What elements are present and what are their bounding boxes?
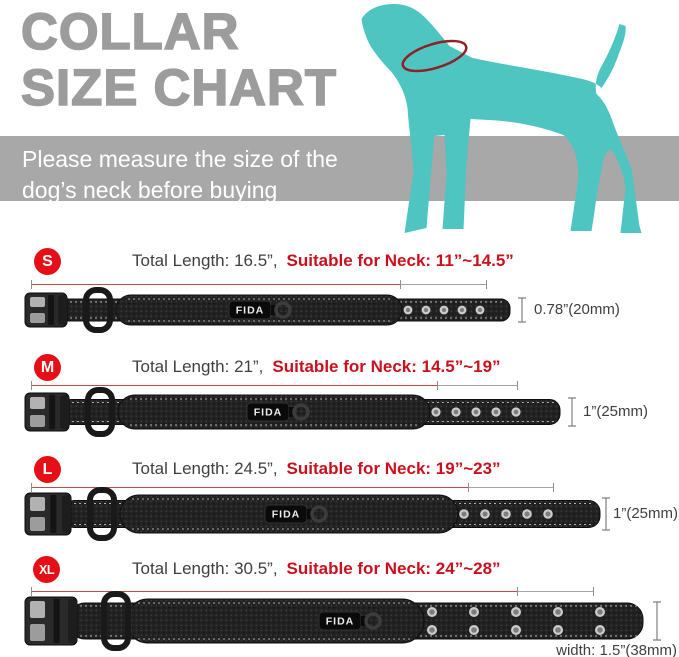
collar-image-m: FIDA: [24, 387, 576, 437]
collar-image-l: FIDA: [24, 487, 610, 541]
buckle: [24, 392, 70, 432]
svg-text:FIDA: FIDA: [236, 305, 265, 317]
dog-body: [361, 4, 642, 233]
title-line2: SIZE CHART: [20, 59, 337, 117]
buckle: [24, 292, 68, 328]
brand-label: FIDA: [246, 402, 310, 422]
collar-image-s: FIDA: [24, 287, 526, 333]
banner-line2: dog’s neck before buying: [22, 177, 278, 203]
row-text-s: Total Length: 16.5”, Suitable for Neck: 1…: [132, 251, 514, 273]
neck-range-m: Suitable for Neck: 14.5”~19”: [272, 357, 501, 376]
row-text-m: Total Length: 21”, Suitable for Neck: 14.…: [132, 357, 501, 379]
collar-image-xl: FIDA: [24, 591, 661, 651]
neck-range-l: Suitable for Neck: 19”~23”: [286, 459, 501, 478]
keeper-loop: [87, 487, 117, 541]
adjustment-holes: [427, 607, 605, 635]
adjustment-holes: [459, 509, 553, 519]
svg-text:FIDA: FIDA: [254, 407, 283, 419]
width-label-s: 0.78”(20mm): [534, 301, 620, 318]
row-text-l: Total Length: 24.5”, Suitable for Neck: 1…: [132, 459, 501, 481]
page-title: COLLAR SIZE CHART: [20, 3, 337, 117]
brand-label: FIDA: [264, 504, 328, 524]
neck-range-s: Suitable for Neck: 11”~14.5”: [286, 251, 514, 270]
banner-line1: Please measure the size of the: [22, 146, 338, 172]
svg-text:FIDA: FIDA: [326, 616, 355, 628]
size-badge-xl: XL: [33, 556, 60, 583]
row-text-xl: Total Length: 30.5”, Suitable for Neck: 2…: [132, 559, 501, 581]
size-badge-s: S: [34, 248, 61, 275]
dog-silhouette: [361, 4, 642, 233]
adjustment-holes: [403, 305, 485, 315]
total-length-m: Total Length: 21”,: [132, 357, 264, 376]
width-label-m: 1”(25mm): [583, 403, 649, 420]
neck-range-xl: Suitable for Neck: 24”~28”: [286, 559, 501, 578]
total-length-s: Total Length: 16.5”,: [132, 251, 278, 270]
width-bracket: [602, 497, 610, 531]
d-ring: [292, 403, 310, 421]
d-ring: [364, 612, 382, 630]
width-bracket: [653, 601, 661, 641]
size-badge-m: M: [34, 354, 61, 381]
neck-collar-ring: [401, 39, 468, 73]
size-badge-l: L: [34, 456, 61, 483]
brand-label: FIDA: [318, 611, 382, 631]
keeper-loop: [83, 287, 113, 333]
total-length-l: Total Length: 24.5”,: [132, 459, 278, 478]
strap: [60, 394, 561, 430]
title-line1: COLLAR: [20, 3, 240, 61]
keeper-loop: [85, 387, 115, 437]
d-ring: [274, 301, 292, 319]
keeper-loop: [101, 591, 131, 651]
adjustment-holes: [431, 407, 521, 417]
brand-label: FIDA: [228, 300, 292, 320]
buckle: [24, 596, 78, 646]
svg-text:FIDA: FIDA: [272, 509, 301, 521]
width-bracket: [568, 397, 576, 427]
d-ring: [310, 505, 328, 523]
total-length-xl: Total Length: 30.5”,: [132, 559, 278, 578]
strap: [62, 494, 601, 534]
width-label-l: 1”(25mm): [613, 505, 679, 522]
width-label-xl: width: 1.5”(38mm): [556, 642, 677, 657]
notice-banner: Please measure the size of the dog’s nec…: [0, 136, 679, 203]
buckle: [24, 492, 72, 536]
width-bracket: [518, 297, 526, 323]
